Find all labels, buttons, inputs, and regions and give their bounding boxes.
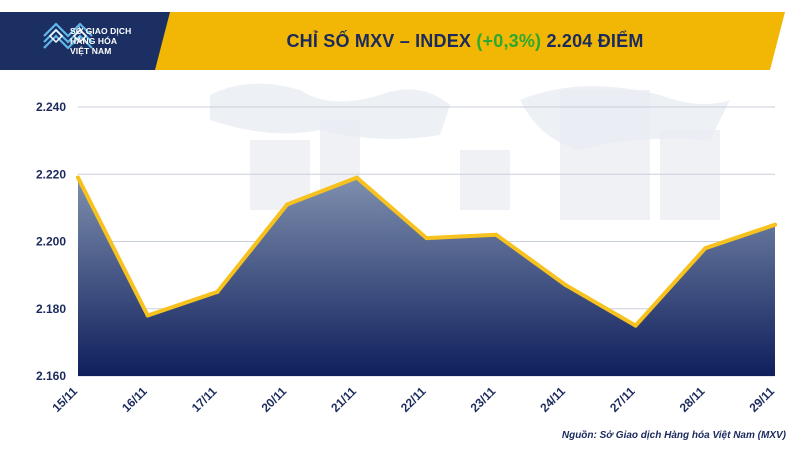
data-point — [773, 222, 777, 227]
mxv-logo-icon — [43, 22, 93, 50]
bg-map-shape — [520, 86, 730, 150]
logo-line: HÀNG HÓA — [70, 36, 118, 46]
bg-map-shape — [210, 83, 450, 139]
title-change: (+0,3%) — [476, 31, 542, 51]
y-tick-label: 2.180 — [36, 302, 66, 316]
header-gold-bar — [0, 12, 785, 70]
y-tick-label: 2.160 — [36, 369, 66, 383]
title-prefix: CHỈ SỐ MXV – INDEX — [286, 31, 477, 51]
area-fill — [78, 177, 775, 376]
chart-title: CHỈ SỐ MXV – INDEX (+0,3%) 2.204 ĐIỂM — [165, 31, 765, 52]
x-axis-ticks: 15/11 16/11 17/11 20/11 21/11 22/11 23/11 24/11… — [49, 384, 777, 415]
data-points — [76, 175, 777, 328]
x-tick-label: 27/11 — [607, 384, 638, 415]
x-tick-label: 29/11 — [746, 384, 777, 415]
y-tick-label: 2.200 — [36, 235, 66, 249]
data-point — [76, 175, 80, 180]
x-tick-label: 28/11 — [677, 384, 708, 415]
data-point — [633, 323, 638, 328]
x-tick-label: 23/11 — [468, 384, 499, 415]
x-tick-label: 17/11 — [189, 384, 220, 415]
logo-line: VIỆT NAM — [70, 46, 112, 56]
data-point — [215, 289, 220, 294]
data-point — [145, 313, 150, 318]
y-tick-label: 2.240 — [36, 100, 66, 114]
x-tick-label: 16/11 — [119, 384, 150, 415]
y-tick-label: 2.220 — [36, 167, 66, 181]
data-point — [354, 175, 359, 180]
data-point — [285, 202, 290, 207]
data-point — [703, 246, 708, 251]
logo-text: SỞ GIAO DỊCH HÀNG HÓA VIỆT NAM — [70, 26, 160, 56]
logo-line: SỞ GIAO DỊCH — [70, 26, 132, 36]
data-point — [563, 283, 568, 288]
x-tick-label: 20/11 — [259, 384, 290, 415]
bg-building — [460, 150, 510, 210]
x-tick-label: 15/11 — [49, 384, 80, 415]
source-note: Nguồn: Sở Giao dịch Hàng hóa Việt Nam (M… — [561, 430, 786, 441]
bg-building — [660, 130, 720, 220]
x-tick-label: 22/11 — [398, 384, 429, 415]
y-axis-ticks: 2.160 2.180 2.200 2.220 2.240 — [36, 100, 66, 383]
title-suffix: 2.204 ĐIỂM — [541, 31, 644, 51]
header-band: SỞ GIAO DỊCH HÀNG HÓA VIỆT NAM CHỈ SỐ MX… — [0, 12, 785, 70]
x-tick-label: 24/11 — [537, 384, 568, 415]
x-tick-label: 21/11 — [328, 384, 359, 415]
data-point — [424, 236, 429, 241]
data-point — [494, 232, 499, 237]
